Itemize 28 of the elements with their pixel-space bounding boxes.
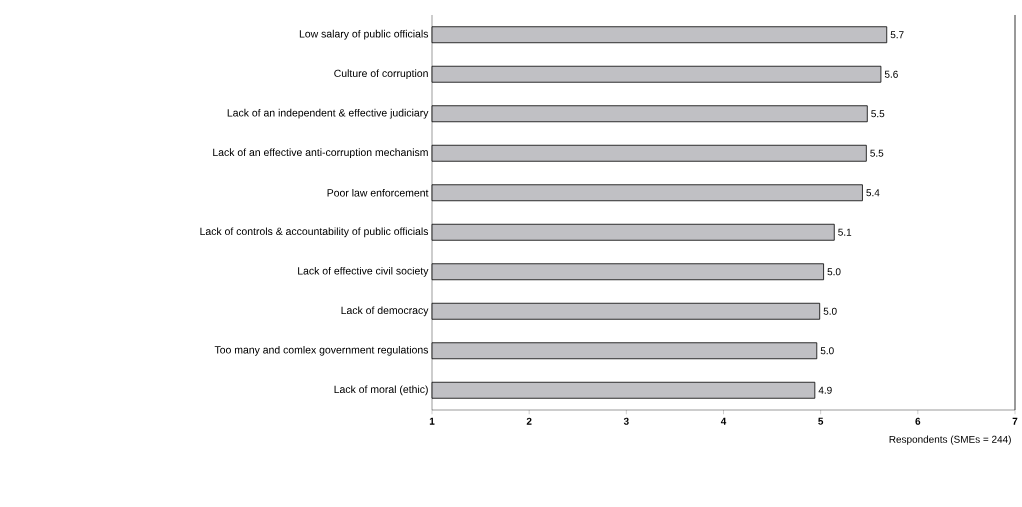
data-label: 5.0 [823, 307, 837, 315]
x-tick-label: 2 [526, 417, 532, 425]
data-label: 5.4 [866, 189, 880, 197]
y-tick-label: Lack of controls & accountability of public officials [200, 227, 429, 238]
x-tick-label: 6 [915, 417, 921, 425]
data-label: 5.6 [884, 70, 898, 78]
x-tick-label: 7 [1012, 417, 1018, 425]
x-tick-label: 3 [623, 417, 629, 425]
x-tick-label: 4 [720, 417, 727, 425]
data-label: 4.9 [818, 386, 832, 394]
y-tick-label: Lack of moral (ethic) [334, 385, 428, 396]
y-tick-label: Lack of democracy [341, 306, 429, 317]
data-label: 5.0 [827, 268, 841, 276]
data-label: 5.5 [871, 110, 885, 118]
x-tick-label: 5 [818, 417, 824, 425]
y-tick-label: Poor law enforcement [327, 188, 429, 197]
y-tick-label: Lack of an effective anti-corruption mechanism [213, 148, 428, 159]
data-label: 5.5 [870, 149, 884, 157]
data-label: 5.1 [838, 228, 852, 236]
y-tick-label: Culture of corruption [334, 69, 428, 80]
y-tick-label: Lack of an independent & effective judiciary [227, 108, 429, 119]
y-tick-label: Too many and comlex government regulations [214, 345, 429, 356]
y-tick-label: Low salary of public officials [299, 29, 429, 40]
data-label: 5.7 [890, 31, 904, 39]
x-axis-title: Respondents (SMEs = 244) [889, 435, 1011, 445]
data-label: 5.0 [820, 347, 834, 355]
y-tick-label: Lack of effective civil society [298, 266, 429, 277]
x-tick-label: 1 [429, 417, 435, 425]
